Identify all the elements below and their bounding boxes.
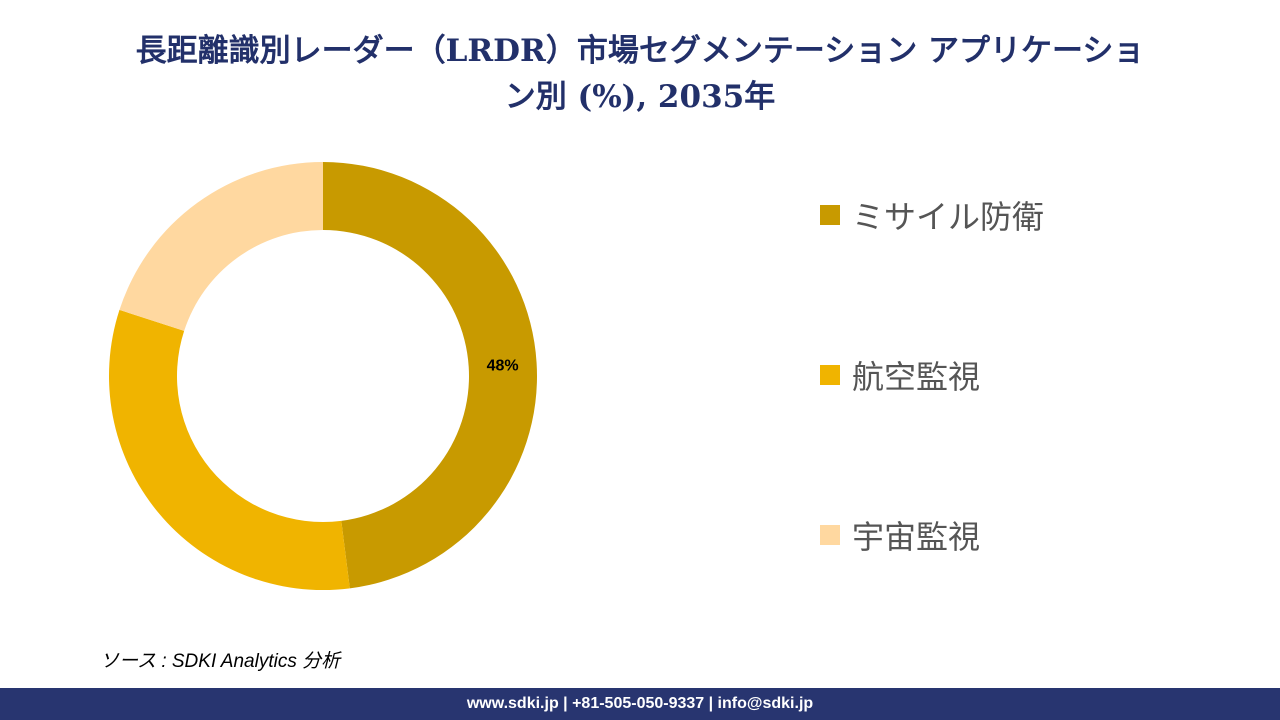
chart-title: 長距離識別レーダー（LRDR）市場セグメンテーション アプリケーショ ン別 (%…: [0, 28, 1280, 120]
legend-label: 航空監視: [852, 358, 981, 396]
legend-swatch: [820, 205, 840, 225]
legend-item-space-surveillance: 宇宙監視: [820, 512, 980, 558]
legend-swatch: [820, 525, 840, 545]
source-note: ソース : SDKI Analytics 分析: [100, 651, 341, 672]
data-label: 48%: [487, 358, 519, 375]
footer-contact: www.sdki.jp | +81-505-050-9337 | info@sd…: [0, 688, 1280, 720]
legend-swatch: [820, 365, 840, 385]
chart-title-line2: ン別 (%), 2035年: [504, 79, 776, 115]
donut-slice-2: [108, 309, 350, 591]
chart-title-line1: 長距離識別レーダー（LRDR）市場セグメンテーション アプリケーショ: [135, 33, 1145, 69]
legend-item-missile-defense: ミサイル防衛: [820, 192, 1044, 238]
legend-label: 宇宙監視: [852, 518, 981, 556]
legend-item-air-surveillance: 航空監視: [820, 352, 980, 398]
donut-slice-3: [119, 162, 323, 331]
legend-label: ミサイル防衛: [852, 198, 1045, 236]
donut-slice-1: [323, 162, 538, 589]
